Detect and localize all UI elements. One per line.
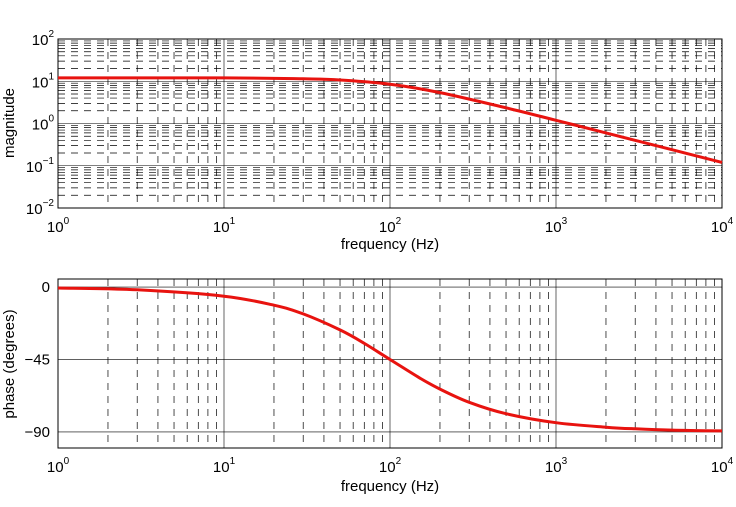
y-tick-label: 102 <box>32 29 55 49</box>
x-axis-label: frequency (Hz) <box>341 236 439 253</box>
magnitude-curve <box>57 76 723 164</box>
y-tick-label: 100 <box>32 114 55 134</box>
x-axis-label: frequency (Hz) <box>341 478 439 495</box>
axes-frame <box>57 38 723 209</box>
axes-frame <box>57 278 723 449</box>
x-tick-label: 101 <box>213 456 236 476</box>
x-tick-label: 100 <box>47 216 70 236</box>
x-tick-label: 104 <box>711 456 734 476</box>
magnitude-plot: 100 101 102 103 10410−210−1100101102frequenc… <box>1 29 734 253</box>
y-tick-label: 10−2 <box>26 198 55 218</box>
y-tick-label: 10−1 <box>26 156 55 176</box>
y-axis-label: phase (degrees) <box>1 309 18 418</box>
x-tick-label: 103 <box>545 216 568 236</box>
y-tick-label: −45 <box>25 351 50 368</box>
phase-plot: 100 101 102 103 104 0 −45 −90 frequency (Hz) phas… <box>1 278 734 495</box>
y-axis-label: magnitude <box>1 88 18 158</box>
x-tick-label: 101 <box>213 216 236 236</box>
x-tick-label: 103 <box>545 456 568 476</box>
x-tick-label: 104 <box>711 216 734 236</box>
x-tick-label: 102 <box>379 456 402 476</box>
y-tick-label: 0 <box>42 279 50 296</box>
phase-curve <box>57 286 723 433</box>
x-tick-label: 102 <box>379 216 402 236</box>
y-tick-label: −90 <box>25 424 50 441</box>
x-tick-label: 100 <box>47 456 70 476</box>
y-tick-label: 101 <box>32 71 55 91</box>
